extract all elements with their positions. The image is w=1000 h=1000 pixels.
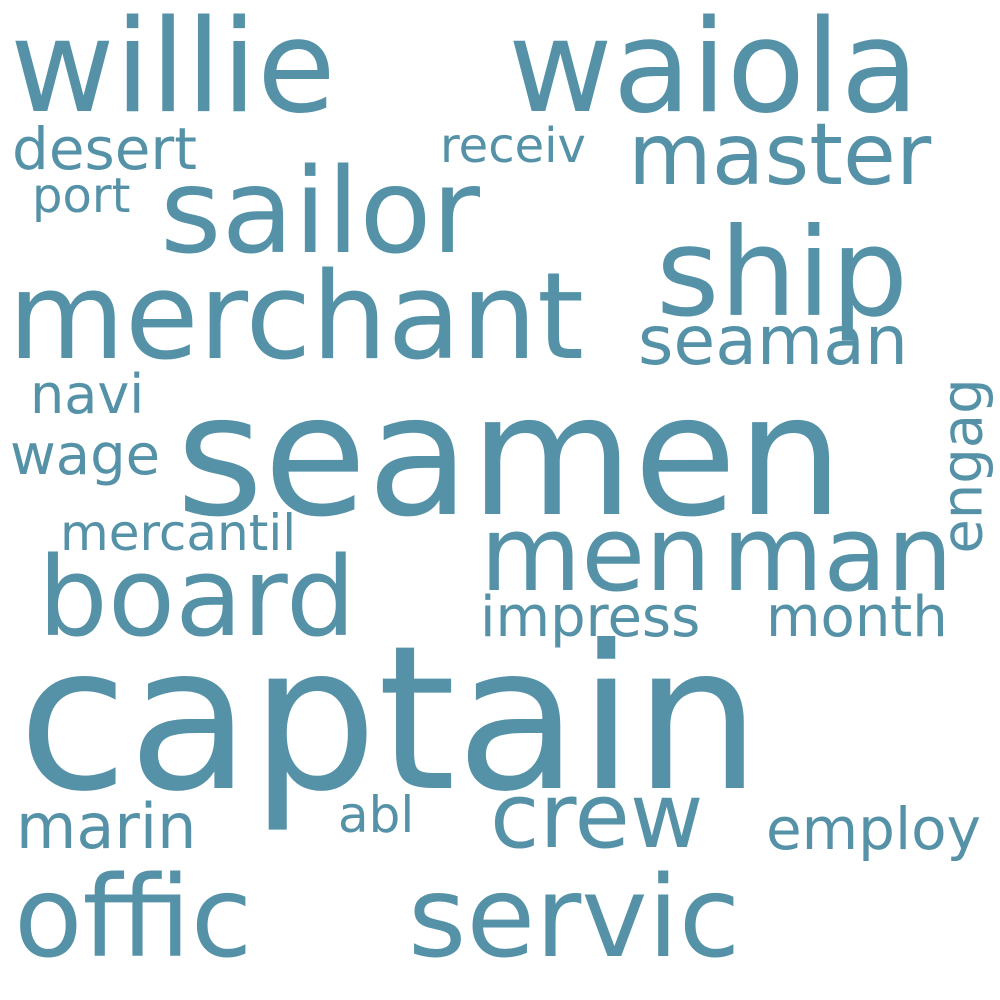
word-servic: servic — [408, 853, 741, 983]
word-abl: abl — [338, 786, 415, 844]
word-willie: willie — [10, 0, 336, 142]
word-captain: captain — [18, 603, 761, 836]
word-mercantil: mercantil — [60, 504, 297, 562]
word-crew: crew — [490, 764, 704, 869]
word-offic: offic — [14, 853, 253, 983]
word-navi: navi — [30, 363, 145, 426]
word-seamen: seamen — [176, 358, 844, 554]
word-desert: desert — [12, 115, 197, 183]
word-master: master — [628, 105, 932, 205]
word-seaman: seaman — [638, 302, 908, 381]
word-waiola: waiola — [508, 0, 919, 142]
word-ship: ship — [656, 202, 909, 344]
word-board: board — [38, 533, 356, 661]
word-marin: marin — [16, 790, 197, 863]
word-receiv: receiv — [440, 118, 586, 174]
word-merchant: merchant — [8, 248, 585, 387]
word-employ: employ — [766, 795, 981, 863]
word-port: port — [32, 168, 131, 224]
word-impress: impress — [480, 585, 701, 650]
word-sailor: sailor — [160, 142, 481, 280]
word-wage: wage — [10, 423, 161, 488]
word-man: man — [722, 493, 953, 615]
word-men: men — [480, 493, 712, 615]
word-month: month — [766, 585, 948, 650]
